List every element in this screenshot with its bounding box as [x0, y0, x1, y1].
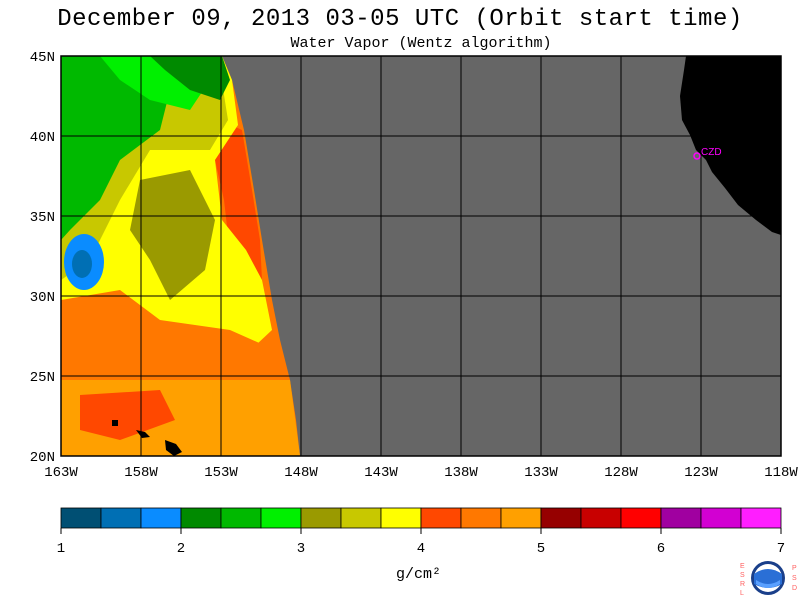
latitude-label: 25N	[30, 370, 55, 386]
colorbar-swatch	[420, 507, 462, 529]
colorbar-swatch	[660, 507, 702, 529]
longitude-label: 153W	[204, 465, 238, 481]
longitude-label: 163W	[44, 465, 78, 481]
latitude-label: 30N	[30, 290, 55, 306]
swath-edge-red	[215, 120, 262, 300]
north-america-land	[680, 56, 781, 235]
logo-letter: S	[740, 572, 745, 579]
colorbar-swatch	[460, 507, 502, 529]
hawaii-island-kauai	[112, 420, 118, 426]
colorbar-swatch	[180, 507, 222, 529]
colorbar-swatch	[580, 507, 622, 529]
longitude-label: 158W	[124, 465, 158, 481]
logo-letter: S	[792, 575, 797, 582]
station-label: CZD	[701, 147, 722, 158]
colorbar-tick-label: 4	[417, 541, 425, 557]
map-frame	[60, 55, 782, 457]
swath-olive-2	[130, 170, 215, 300]
colorbar-units: g/cm²	[396, 566, 442, 583]
colorbar-swatch	[300, 507, 342, 529]
logo-letter: D	[792, 585, 797, 592]
colorbar-tick-label: 7	[777, 541, 785, 557]
colorbar-tick-label: 2	[177, 541, 185, 557]
latitude-label: 20N	[30, 450, 55, 466]
colorbar-swatch	[740, 507, 782, 529]
subtitle: Water Vapor (Wentz algorithm)	[290, 35, 552, 52]
logo-letter: L	[740, 590, 744, 597]
hawaii-islands	[136, 430, 150, 438]
logo-letter: P	[792, 565, 797, 572]
swath-lowband-orange	[61, 290, 285, 380]
colorbar-tick-label: 3	[297, 541, 305, 557]
water-vapor-field	[61, 56, 781, 456]
latitude-label: 40N	[30, 130, 55, 146]
latitude-label: 45N	[30, 50, 55, 66]
colorbar-swatch	[140, 507, 182, 529]
colorbar-swatch	[340, 507, 382, 529]
colorbar-swatch	[700, 507, 742, 529]
colorbar-swatch	[500, 507, 542, 529]
colorbar-tick-label: 6	[657, 541, 665, 557]
longitude-label: 133W	[524, 465, 558, 481]
logo-letter: R	[740, 581, 745, 588]
hawaii-island-big	[165, 440, 182, 456]
colorbar-swatch	[100, 507, 142, 529]
longitude-label: 138W	[444, 465, 478, 481]
colorbar-swatch	[620, 507, 662, 529]
swath-darkgreen	[150, 56, 230, 100]
logo-letter: E	[740, 563, 745, 570]
longitude-label: 118W	[764, 465, 798, 481]
colorbar-swatch	[60, 507, 102, 529]
colorbar-swatch	[260, 507, 302, 529]
colorbar-swatch	[380, 507, 422, 529]
colorbar	[60, 507, 782, 534]
colorbar-tick-label: 1	[57, 541, 65, 557]
longitude-labels: 163W 158W 153W 148W 143W 138W 133W 128W 123W 118W	[44, 465, 798, 481]
swath-medblue	[72, 250, 92, 278]
longitude-label: 148W	[284, 465, 318, 481]
latitude-labels: 45N 40N 35N 30N 25N 20N	[30, 50, 55, 466]
swath-green	[61, 56, 170, 240]
longitude-label: 143W	[364, 465, 398, 481]
longitude-label: 123W	[684, 465, 718, 481]
colorbar-swatch	[540, 507, 582, 529]
colorbar-swatch	[220, 507, 262, 529]
colorbar-tick-labels: 1 2 3 4 5 6 7	[57, 541, 785, 557]
swath-south-red	[80, 390, 175, 440]
colorbar-tick-label: 5	[537, 541, 545, 557]
longitude-label: 128W	[604, 465, 638, 481]
grid-lines	[61, 56, 781, 456]
page-title: December 09, 2013 03-05 UTC (Orbit start…	[57, 6, 743, 33]
latitude-label: 35N	[30, 210, 55, 226]
station-marker	[693, 152, 701, 160]
